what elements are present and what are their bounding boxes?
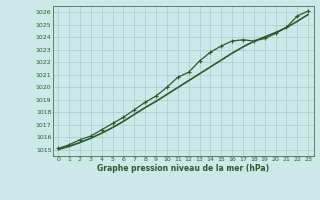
- X-axis label: Graphe pression niveau de la mer (hPa): Graphe pression niveau de la mer (hPa): [97, 164, 269, 173]
